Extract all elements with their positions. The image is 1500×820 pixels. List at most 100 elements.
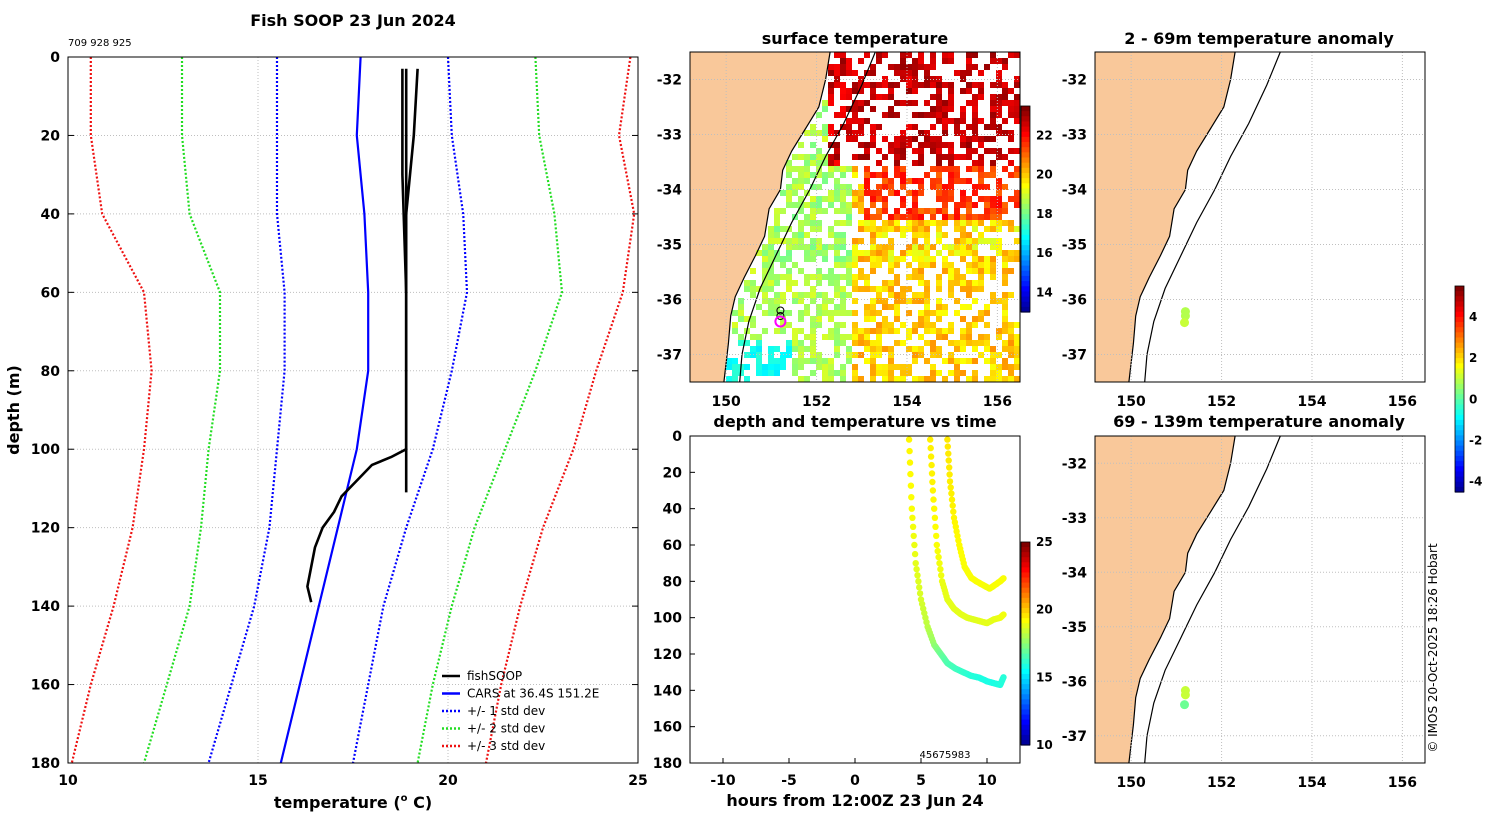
sst-cell bbox=[996, 94, 1002, 100]
sst-cell bbox=[816, 280, 822, 286]
sst-cell bbox=[822, 130, 828, 136]
sst-cell bbox=[954, 154, 960, 160]
sst-cell bbox=[882, 52, 888, 58]
sst-cell bbox=[840, 58, 846, 64]
sst-cell bbox=[852, 322, 858, 328]
anomaly-deep-ytick-label: -35 bbox=[1062, 620, 1087, 636]
sst-cell bbox=[918, 256, 924, 262]
depth-time-point bbox=[906, 459, 914, 466]
sst-cell bbox=[744, 364, 750, 370]
sst-cell bbox=[978, 268, 984, 274]
sst-cell bbox=[954, 274, 960, 280]
anomaly-colorbar-segment bbox=[1455, 394, 1464, 400]
sst-cell bbox=[774, 214, 780, 220]
sst-cell bbox=[972, 226, 978, 232]
sst-cell bbox=[960, 112, 966, 118]
sst-cell bbox=[942, 196, 948, 202]
sst-cell bbox=[978, 310, 984, 316]
depth-time-point bbox=[1000, 674, 1007, 681]
sst-cell bbox=[918, 220, 924, 226]
sst-cell bbox=[900, 64, 906, 70]
sst-cell bbox=[912, 268, 918, 274]
sst-cell bbox=[804, 358, 810, 364]
sst-cell bbox=[864, 100, 870, 106]
depth-time-colorbar-segment bbox=[1021, 613, 1030, 619]
sst-cell bbox=[762, 310, 768, 316]
sst-cell bbox=[732, 322, 738, 328]
sst-cell bbox=[918, 280, 924, 286]
sst-cell bbox=[900, 172, 906, 178]
sst-colorbar-segment bbox=[1021, 296, 1030, 303]
sst-cell bbox=[1008, 334, 1014, 340]
sst-cell bbox=[930, 166, 936, 172]
sst-cell bbox=[906, 334, 912, 340]
sst-cell bbox=[984, 304, 990, 310]
sst-cell bbox=[864, 286, 870, 292]
sst-cell bbox=[930, 64, 936, 70]
sst-cell bbox=[990, 118, 996, 124]
sst-cell bbox=[948, 106, 954, 112]
sst-cell bbox=[984, 262, 990, 268]
sst-cell bbox=[900, 256, 906, 262]
sst-cell bbox=[936, 118, 942, 124]
sst-colorbar-segment bbox=[1021, 301, 1030, 308]
profile-std-minus-2 bbox=[142, 57, 222, 764]
sst-cell bbox=[834, 82, 840, 88]
profile-xtick-label: 25 bbox=[628, 773, 647, 789]
sst-cell bbox=[984, 346, 990, 352]
sst-cell bbox=[822, 310, 828, 316]
sst-cell bbox=[876, 298, 882, 304]
sst-cell bbox=[840, 238, 846, 244]
sst-cell bbox=[870, 328, 876, 334]
sst-cell bbox=[1014, 196, 1020, 202]
sst-cell bbox=[840, 64, 846, 70]
sst-cell bbox=[900, 70, 906, 76]
sst-cell bbox=[936, 334, 942, 340]
sst-cell bbox=[936, 196, 942, 202]
sst-cell bbox=[870, 268, 876, 274]
sst-cell bbox=[786, 172, 792, 178]
sst-cell bbox=[942, 52, 948, 58]
sst-cell bbox=[894, 364, 900, 370]
sst-cell bbox=[858, 106, 864, 112]
sst-cell bbox=[972, 280, 978, 286]
sst-cell bbox=[792, 184, 798, 190]
sst-cell bbox=[888, 184, 894, 190]
sst-cell bbox=[1002, 64, 1008, 70]
sst-cell bbox=[984, 238, 990, 244]
sst-cell bbox=[846, 214, 852, 220]
sst-cell bbox=[954, 280, 960, 286]
sst-colorbar-segment bbox=[1021, 203, 1030, 210]
sst-cell bbox=[936, 304, 942, 310]
sst-cell bbox=[1002, 292, 1008, 298]
sst-cell bbox=[786, 250, 792, 256]
sst-cell bbox=[924, 64, 930, 70]
sst-cell bbox=[960, 130, 966, 136]
sst-cell bbox=[912, 196, 918, 202]
depth-time-point bbox=[947, 484, 954, 491]
sst-cell bbox=[888, 64, 894, 70]
sst-colorbar-segment bbox=[1021, 162, 1030, 169]
sst-cell bbox=[828, 154, 834, 160]
sst-cell bbox=[858, 100, 864, 106]
sst-cell bbox=[882, 196, 888, 202]
sst-cell bbox=[972, 346, 978, 352]
sst-cell bbox=[894, 154, 900, 160]
sst-cell bbox=[966, 214, 972, 220]
sst-cell bbox=[996, 106, 1002, 112]
sst-cell bbox=[990, 172, 996, 178]
sst-cell bbox=[912, 202, 918, 208]
depth-time-ytick-label: 180 bbox=[653, 756, 682, 772]
sst-cell bbox=[786, 322, 792, 328]
sst-cell bbox=[864, 214, 870, 220]
sst-cell bbox=[750, 316, 756, 322]
sst-cell bbox=[846, 136, 852, 142]
anomaly-deep-ticks: 150 152 154 156-32-33-34-35-36-37 bbox=[1062, 456, 1417, 791]
sst-cell bbox=[972, 130, 978, 136]
sst-cell bbox=[972, 340, 978, 346]
sst-cell bbox=[822, 160, 828, 166]
depth-time-point bbox=[934, 547, 941, 555]
legend-entry: CARS at 36.4S 151.2E bbox=[467, 687, 599, 701]
anomaly-colorbar-segment bbox=[1455, 322, 1464, 328]
sst-cell bbox=[966, 154, 972, 160]
